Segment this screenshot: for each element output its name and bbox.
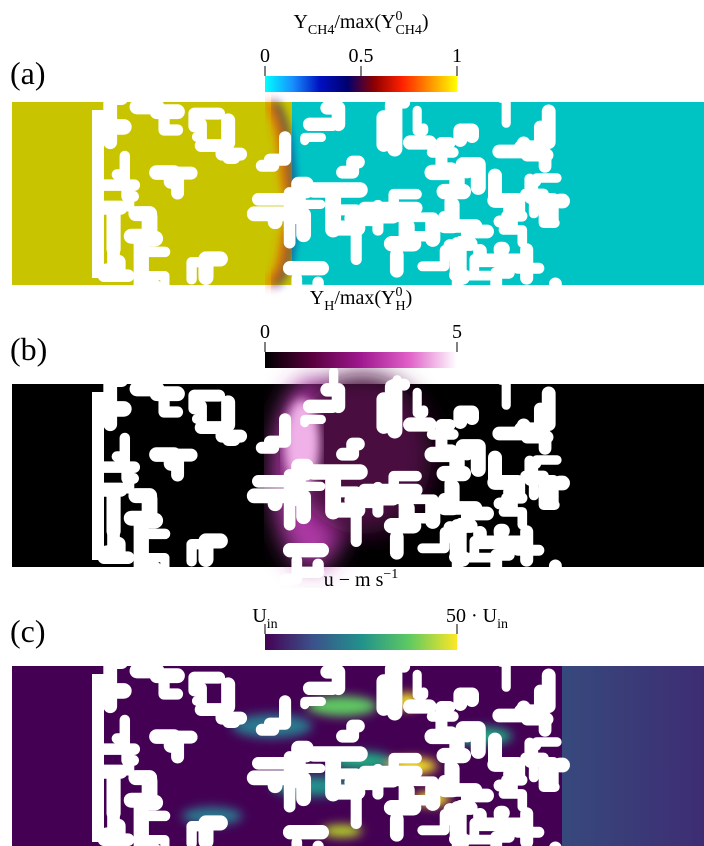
- colorbar-tick-label: 0: [260, 321, 270, 343]
- field-c: [12, 654, 704, 846]
- colorbar-tick-label: 0: [260, 45, 270, 67]
- colorbar-tick-label: 0.5: [349, 45, 374, 67]
- panel-label: (c): [10, 613, 46, 649]
- colorbar-tick-label: 1: [452, 45, 462, 67]
- colorbar: [265, 76, 457, 92]
- colorbar-tick-label: Uin: [252, 605, 277, 632]
- colorbar-tick-label: 50 · Uin: [446, 605, 508, 632]
- colorbar: [265, 352, 457, 368]
- colorbar-tick-label: 5: [452, 321, 462, 343]
- field-b: [12, 372, 704, 587]
- colorbar-title: YCH4/max(Y0 CH4): [293, 9, 428, 38]
- panel-label: (b): [10, 331, 47, 367]
- field-a: [12, 90, 704, 305]
- colorbar-title: u − m s−1: [324, 567, 399, 591]
- panel-label: (a): [10, 55, 46, 91]
- colorbar: [265, 634, 457, 650]
- colorbar-title: YH/max(Y0 H): [310, 285, 412, 314]
